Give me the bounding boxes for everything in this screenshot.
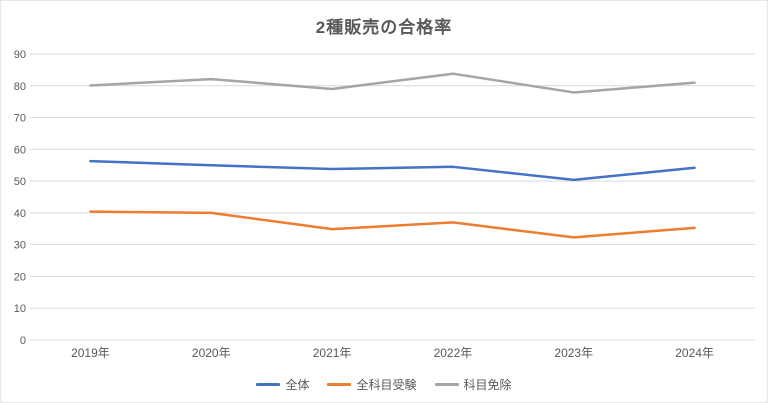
y-tick-label: 70 xyxy=(14,113,26,125)
y-tick-label: 0 xyxy=(20,335,26,347)
chart-legend: 全体 全科目受験 科目免除 xyxy=(1,376,767,393)
chart-title: 2種販売の合格率 xyxy=(315,18,453,37)
y-tick-label: 50 xyxy=(14,176,26,188)
y-tick-label: 30 xyxy=(14,240,26,252)
y-tick-label: 80 xyxy=(14,81,26,93)
series-line-0 xyxy=(89,159,696,182)
legend-line-swatch-gray xyxy=(434,383,459,386)
y-tick-label: 90 xyxy=(14,49,26,61)
legend-item-zenkamoku-juken: 全科目受験 xyxy=(327,376,417,393)
y-tick-label: 60 xyxy=(14,144,26,156)
x-tick-label: 2020年 xyxy=(192,346,231,360)
y-tick-label: 10 xyxy=(14,303,26,315)
series-line-2 xyxy=(89,72,696,94)
legend-label-kamoku-menjo: 科目免除 xyxy=(463,378,512,392)
series-line-1 xyxy=(89,210,696,239)
legend-item-zentai: 全体 xyxy=(256,376,309,393)
x-tick-label: 2023年 xyxy=(554,346,593,360)
x-tick-label: 2019年 xyxy=(71,346,110,360)
y-tick-label: 20 xyxy=(14,271,26,283)
x-tick-label: 2022年 xyxy=(434,346,473,360)
y-tick-label: 40 xyxy=(14,208,26,220)
legend-label-zenkamoku-juken: 全科目受験 xyxy=(356,378,417,392)
legend-label-zentai: 全体 xyxy=(285,378,310,392)
legend-line-swatch-blue xyxy=(256,383,281,386)
legend-item-kamoku-menjo: 科目免除 xyxy=(434,376,512,393)
x-tick-label: 2021年 xyxy=(313,346,352,360)
x-tick-label: 2024年 xyxy=(675,346,714,360)
legend-line-swatch-orange xyxy=(327,383,352,386)
